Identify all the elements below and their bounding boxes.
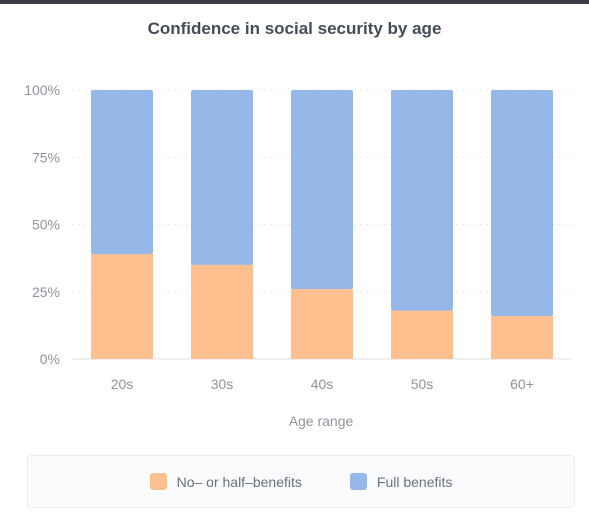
x-tick-label: 20s bbox=[111, 376, 134, 392]
x-axis-ticks: 20s 30s 40s 50s 60+ bbox=[111, 376, 534, 392]
bar-50s-full-benefits[interactable] bbox=[391, 90, 453, 311]
bar-50s-no-or-half-benefits[interactable] bbox=[391, 310, 453, 359]
legend-label: Full benefits bbox=[376, 473, 453, 490]
bars bbox=[91, 90, 553, 359]
bar-40s-no-or-half-benefits[interactable] bbox=[291, 289, 353, 359]
bar-60+-no-or-half-benefits[interactable] bbox=[491, 315, 553, 359]
legend-swatch-blue bbox=[349, 473, 367, 490]
y-tick-label: 100% bbox=[24, 82, 60, 98]
y-axis-ticks: 0% 25% 50% 75% 100% bbox=[24, 82, 60, 367]
bar-30s-full-benefits[interactable] bbox=[191, 90, 253, 265]
x-tick-label: 30s bbox=[211, 376, 234, 392]
y-tick-label: 50% bbox=[32, 217, 60, 233]
x-tick-label: 50s bbox=[411, 376, 434, 392]
y-tick-label: 75% bbox=[32, 149, 60, 165]
bar-30s-no-or-half-benefits[interactable] bbox=[191, 264, 253, 359]
y-tick-label: 0% bbox=[40, 351, 60, 367]
bar-20s-no-or-half-benefits[interactable] bbox=[91, 254, 153, 359]
legend-label: No– or half–benefits bbox=[176, 473, 302, 490]
chart-plot: 0% 25% 50% 75% 100% 20s 30s 40s 50s 60+ Age rang… bbox=[24, 82, 572, 429]
legend-item-full-benefits[interactable]: Full benefits bbox=[349, 473, 453, 490]
bar-60+-full-benefits[interactable] bbox=[491, 90, 553, 316]
x-axis-title: Age range bbox=[289, 413, 354, 429]
top-bar bbox=[0, 0, 589, 4]
x-tick-label: 60+ bbox=[510, 376, 534, 392]
y-tick-label: 25% bbox=[32, 284, 60, 300]
bar-40s-full-benefits[interactable] bbox=[291, 90, 353, 290]
bar-20s-full-benefits[interactable] bbox=[91, 90, 153, 255]
legend: No– or half–benefits Full benefits bbox=[27, 455, 575, 508]
legend-item-no-or-half-benefits[interactable]: No– or half–benefits bbox=[149, 473, 302, 490]
x-tick-label: 40s bbox=[311, 376, 334, 392]
chart-title: Confidence in social security by age bbox=[147, 19, 442, 38]
legend-swatch-orange bbox=[149, 473, 167, 490]
